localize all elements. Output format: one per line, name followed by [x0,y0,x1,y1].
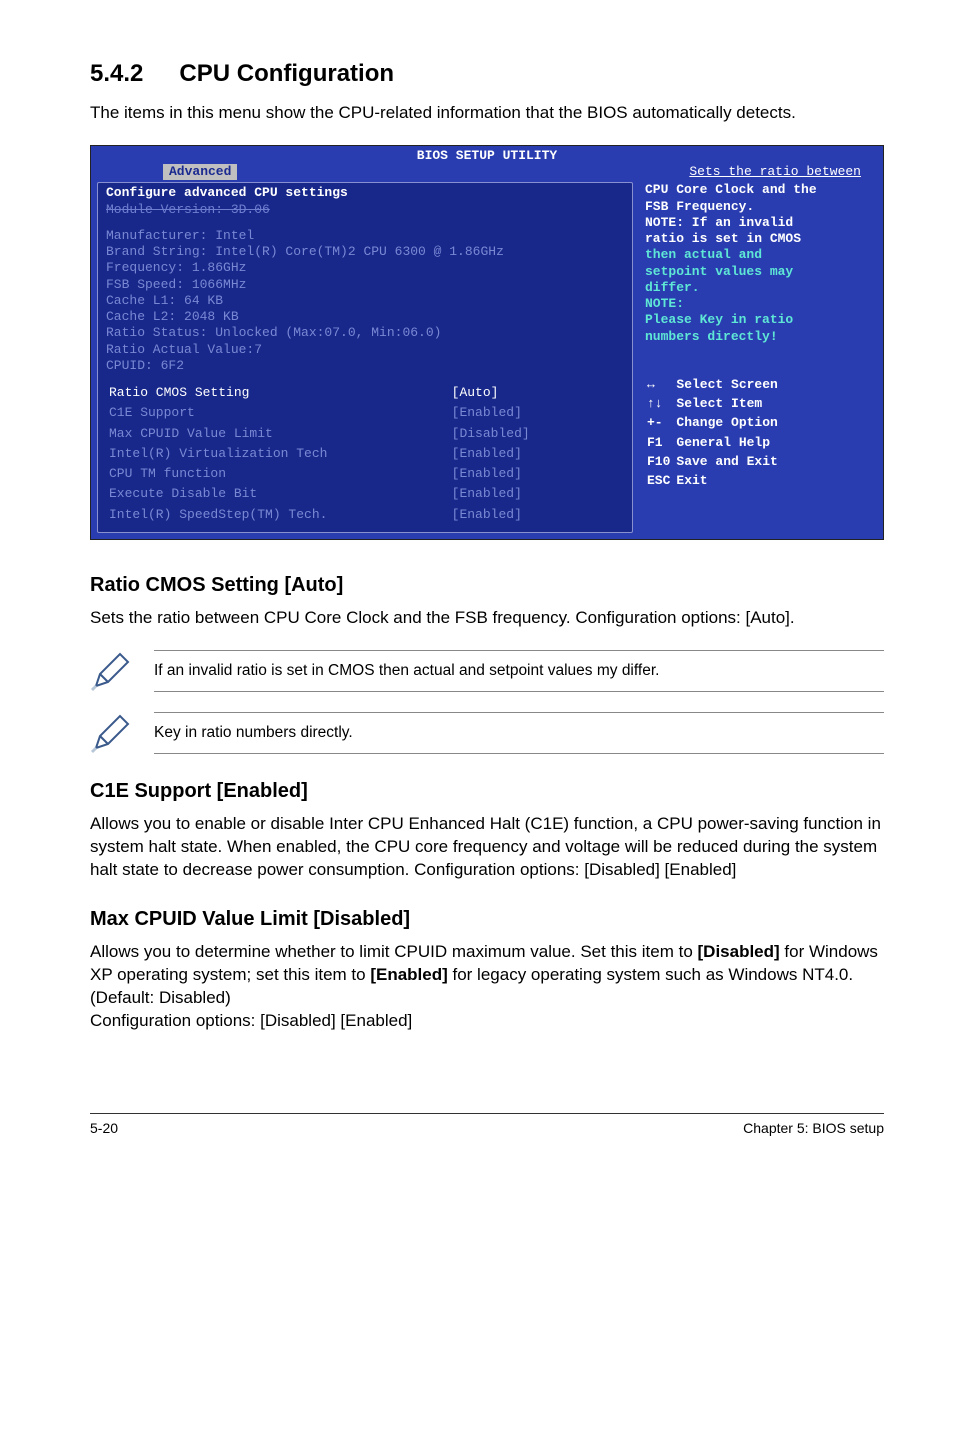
cpu-info-line: Manufacturer: Intel [106,228,624,244]
cpu-info-line: Ratio Actual Value:7 [106,342,624,358]
right-info-line: CPU Core Clock and the [645,182,871,198]
right-info-line: setpoint values may [645,264,871,280]
bios-settings-table: Ratio CMOS Setting [Auto] C1E Support [E… [106,382,533,526]
setting-value: [Disabled] [451,425,531,443]
note-row: Key in ratio numbers directly. [90,712,884,754]
cpu-info-line: Frequency: 1.86GHz [106,260,624,276]
note-text: If an invalid ratio is set in CMOS then … [154,650,884,692]
bios-config-header: Configure advanced CPU settings [106,185,624,201]
help-key: ↔ [647,377,674,394]
help-text: Exit [676,473,781,490]
help-key: ↑↓ [647,396,674,413]
bios-title: BIOS SETUP UTILITY [91,146,883,164]
setting-label: Execute Disable Bit [108,485,335,503]
cpu-info-line: CPUID: 6F2 [106,358,624,374]
right-info-line: NOTE: If an invalid [645,215,871,231]
bios-tab-advanced: Advanced [163,164,237,180]
section-title: CPU Configuration [179,60,394,87]
bios-screen: BIOS SETUP UTILITY Advanced Sets the rat… [90,145,884,540]
setting-label: Ratio CMOS Setting [108,384,335,402]
intro-paragraph: The items in this menu show the CPU-rela… [90,102,884,125]
right-info-line: FSB Frequency. [645,199,871,215]
help-text: Select Screen [676,377,781,394]
bios-module-line: Module Version: 3D.06 [106,202,624,218]
cpu-info-line: Cache L2: 2048 KB [106,309,624,325]
section-heading: 5.4.2 CPU Configuration [90,60,884,88]
cpuid-last: Configuration options: [Disabled] [Enabl… [90,1011,412,1030]
help-text: Save and Exit [676,454,781,471]
setting-label: Max CPUID Value Limit [108,425,335,443]
right-info-line: then actual and [645,247,871,263]
cpuid-text: Allows you to determine whether to limit… [90,941,884,1033]
cpuid-bold2: [Enabled] [370,965,447,984]
right-info-line: ratio is set in CMOS [645,231,871,247]
pencil-icon [90,712,132,754]
footer-right: Chapter 5: BIOS setup [743,1120,884,1136]
bios-menubar: Advanced Sets the ratio between [91,164,883,182]
right-info-line: NOTE: [645,296,871,312]
help-key: F1 [647,435,674,452]
cpuid-pre: Allows you to determine whether to limit… [90,942,698,961]
help-key: +- [647,415,674,432]
ratio-text: Sets the ratio between CPU Core Clock an… [90,607,884,630]
cpu-info-line: FSB Speed: 1066MHz [106,277,624,293]
c1e-text: Allows you to enable or disable Inter CP… [90,813,884,882]
setting-value: [Enabled] [451,445,531,463]
setting-label: C1E Support [108,404,335,422]
help-text: General Help [676,435,781,452]
setting-value: [Enabled] [451,404,531,422]
help-key: ESC [647,473,674,490]
setting-value: [Auto] [451,384,531,402]
bios-help-keys: ↔Select Screen ↑↓Select Item +-Change Op… [639,371,786,495]
setting-label: Intel(R) SpeedStep(TM) Tech. [108,506,335,524]
bios-cpu-info: Manufacturer: Intel Brand String: Intel(… [106,228,624,374]
section-number: 5.4.2 [90,60,143,88]
footer-left: 5-20 [90,1120,118,1136]
cpuid-bold1: [Disabled] [698,942,780,961]
setting-value: [Enabled] [451,485,531,503]
note-text: Key in ratio numbers directly. [154,712,884,754]
setting-value: [Enabled] [451,506,531,524]
page-footer: 5-20 Chapter 5: BIOS setup [90,1113,884,1136]
note-row: If an invalid ratio is set in CMOS then … [90,650,884,692]
cpuid-heading: Max CPUID Value Limit [Disabled] [90,908,884,931]
setting-value: [Enabled] [451,465,531,483]
pencil-icon [90,650,132,692]
help-key: F10 [647,454,674,471]
cpu-info-line: Cache L1: 64 KB [106,293,624,309]
cpu-info-line: Brand String: Intel(R) Core(TM)2 CPU 630… [106,244,624,260]
c1e-heading: C1E Support [Enabled] [90,780,884,803]
ratio-heading: Ratio CMOS Setting [Auto] [90,574,884,597]
right-info-line: differ. [645,280,871,296]
setting-label: Intel(R) Virtualization Tech [108,445,335,463]
bios-hint-top: Sets the ratio between [237,164,871,180]
bios-right-info: CPU Core Clock and the FSB Frequency. NO… [639,182,877,351]
help-text: Select Item [676,396,781,413]
right-info-line: numbers directly! [645,329,871,345]
cpu-info-line: Ratio Status: Unlocked (Max:07.0, Min:06… [106,325,624,341]
right-info-line: Please Key in ratio [645,312,871,328]
setting-label: CPU TM function [108,465,335,483]
help-text: Change Option [676,415,781,432]
